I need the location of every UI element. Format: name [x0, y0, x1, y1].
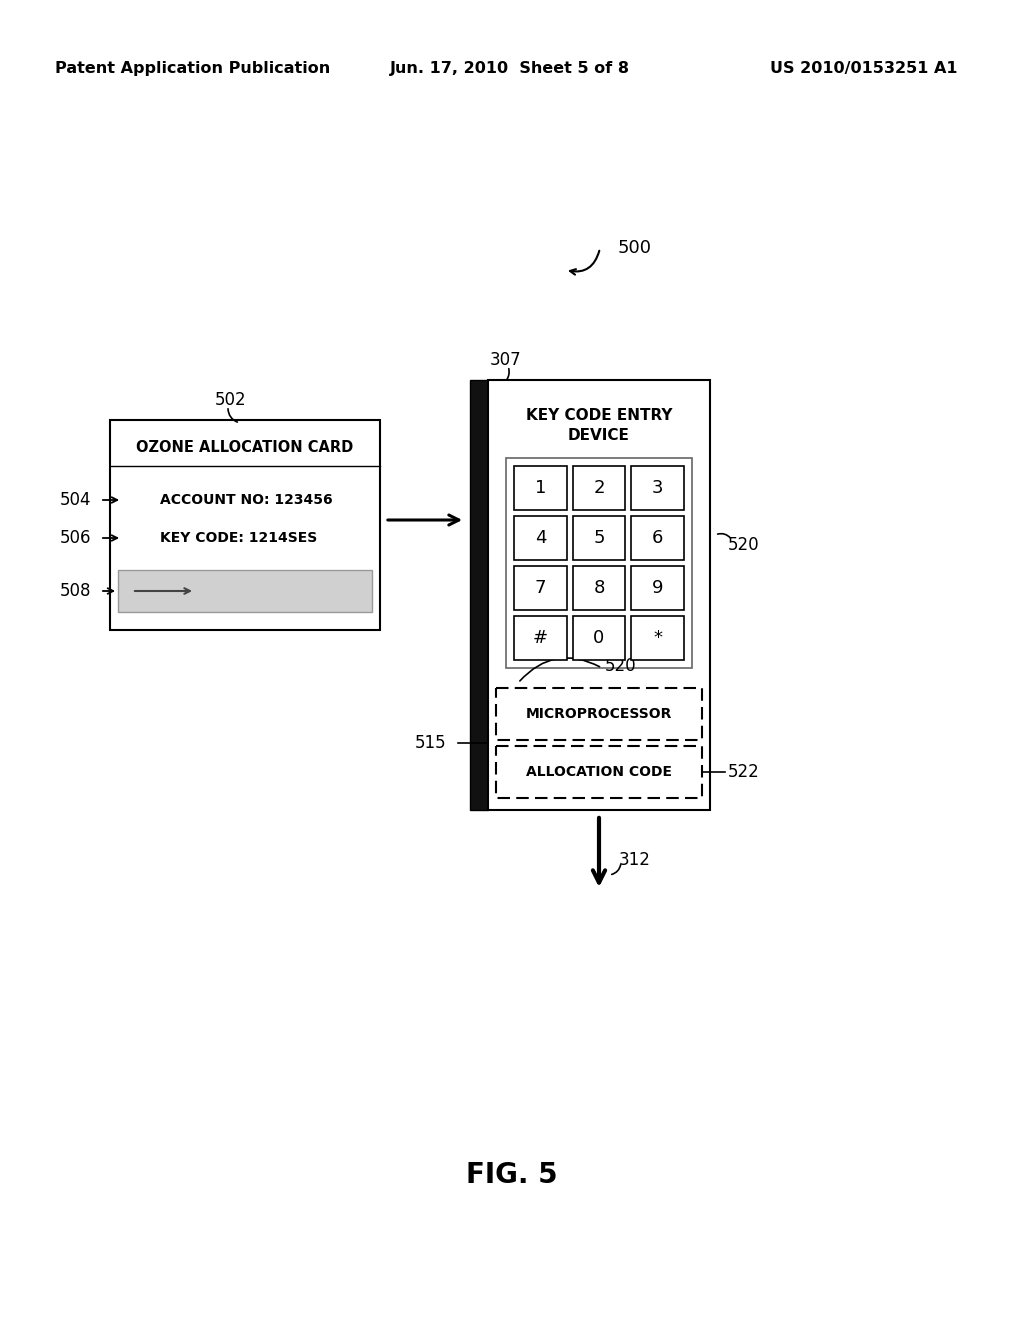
- Bar: [632, 516, 684, 560]
- Text: 2: 2: [593, 479, 605, 498]
- Text: 6: 6: [652, 529, 664, 546]
- Text: 312: 312: [618, 851, 651, 869]
- Text: 8: 8: [593, 579, 605, 597]
- Bar: [514, 466, 566, 510]
- Bar: [514, 516, 566, 560]
- Bar: [572, 616, 626, 660]
- Text: DEVICE: DEVICE: [568, 428, 630, 442]
- Bar: [632, 566, 684, 610]
- Text: 508: 508: [60, 582, 91, 601]
- Text: 0: 0: [593, 630, 604, 647]
- Text: KEY CODE: 1214SES: KEY CODE: 1214SES: [160, 531, 317, 545]
- Text: KEY CODE ENTRY: KEY CODE ENTRY: [525, 408, 672, 422]
- Text: ALLOCATION CODE: ALLOCATION CODE: [526, 766, 672, 779]
- Text: 520: 520: [605, 657, 637, 675]
- Text: 5: 5: [593, 529, 605, 546]
- Text: Patent Application Publication: Patent Application Publication: [55, 61, 331, 75]
- Text: #: #: [532, 630, 548, 647]
- Text: 307: 307: [490, 351, 521, 370]
- Bar: [632, 616, 684, 660]
- Text: 1: 1: [535, 479, 546, 498]
- Text: Jun. 17, 2010  Sheet 5 of 8: Jun. 17, 2010 Sheet 5 of 8: [390, 61, 630, 75]
- Bar: [506, 458, 692, 668]
- Text: 7: 7: [535, 579, 546, 597]
- Text: 520: 520: [728, 536, 760, 554]
- Text: *: *: [653, 630, 663, 647]
- Text: 515: 515: [415, 734, 446, 752]
- Text: 4: 4: [535, 529, 546, 546]
- Bar: [514, 616, 566, 660]
- Text: 3: 3: [652, 479, 664, 498]
- Bar: [470, 380, 488, 810]
- Bar: [572, 566, 626, 610]
- Text: US 2010/0153251 A1: US 2010/0153251 A1: [770, 61, 957, 75]
- Text: 522: 522: [728, 763, 760, 781]
- Text: 504: 504: [60, 491, 91, 510]
- Bar: [496, 746, 702, 799]
- Bar: [110, 420, 380, 630]
- Bar: [514, 566, 566, 610]
- Text: ACCOUNT NO: 123456: ACCOUNT NO: 123456: [160, 492, 333, 507]
- Bar: [572, 516, 626, 560]
- Text: OZONE ALLOCATION CARD: OZONE ALLOCATION CARD: [136, 441, 353, 455]
- Bar: [118, 570, 372, 612]
- Bar: [488, 380, 710, 810]
- Bar: [572, 466, 626, 510]
- Text: 502: 502: [215, 391, 247, 409]
- Text: 9: 9: [652, 579, 664, 597]
- Bar: [632, 466, 684, 510]
- Bar: [496, 688, 702, 741]
- Text: 506: 506: [60, 529, 91, 546]
- Text: 500: 500: [618, 239, 652, 257]
- Text: FIG. 5: FIG. 5: [466, 1162, 558, 1189]
- Text: MICROPROCESSOR: MICROPROCESSOR: [525, 708, 672, 721]
